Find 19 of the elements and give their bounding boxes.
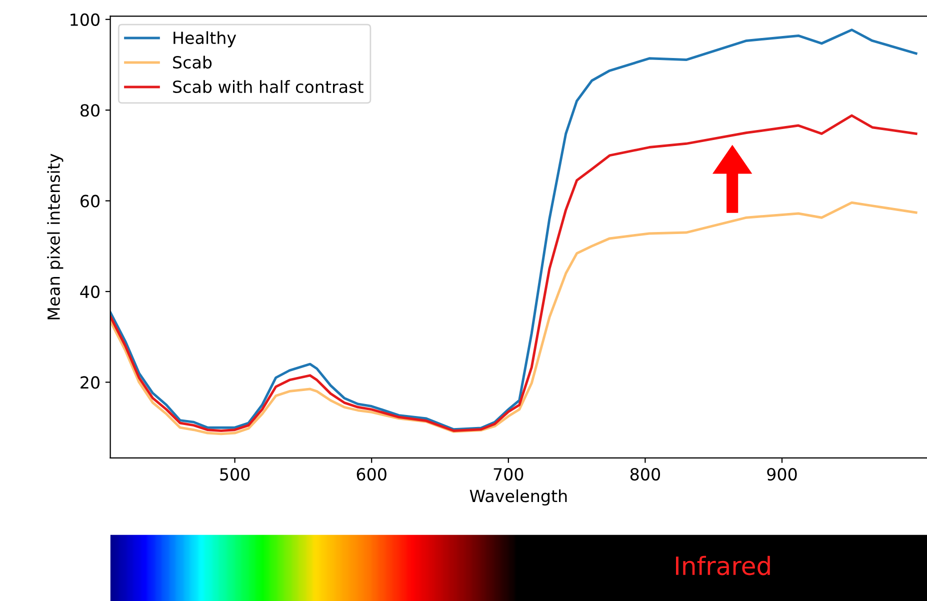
x-tick-label: 900 — [767, 468, 797, 481]
legend-label: Scab — [173, 56, 212, 69]
x-axis-title: Wavelength — [470, 489, 567, 506]
y-tick-label: 80 — [80, 104, 100, 117]
y-tick-label: 60 — [80, 194, 100, 208]
y-tick-label: 100 — [70, 13, 100, 26]
y-tick-label: 20 — [80, 376, 100, 389]
line-series — [110, 201, 918, 436]
legend-label: Scab with half contrast — [173, 80, 364, 94]
legend-label: Healthy — [174, 31, 236, 48]
y-tick-label: 40 — [80, 285, 100, 298]
line-series — [110, 28, 918, 431]
x-tick-label: 700 — [494, 468, 524, 481]
x-tick-label: 800 — [630, 468, 660, 481]
x-tick-label: 600 — [356, 468, 386, 481]
line-series — [110, 114, 918, 432]
y-axis-title: Mean pixel intensity — [47, 154, 64, 320]
x-tick-label: 500 — [220, 468, 250, 481]
text: Infrared — [676, 556, 770, 576]
